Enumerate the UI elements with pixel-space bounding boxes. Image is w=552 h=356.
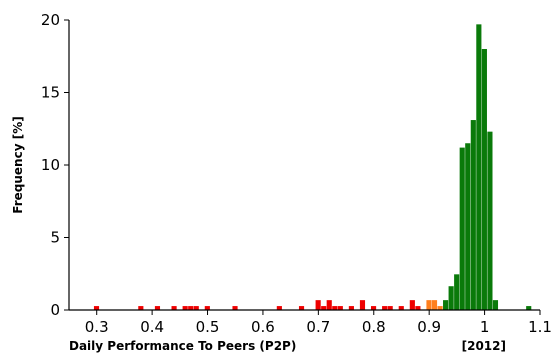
x-tick-label: 0.7 <box>306 318 330 336</box>
histogram-bar-red-8 <box>232 306 238 310</box>
x-tick-label: 0.6 <box>251 318 275 336</box>
x-tick-label: 0.8 <box>362 318 386 336</box>
histogram-bar-red-16 <box>348 306 354 310</box>
histogram-bar-red-15 <box>337 306 343 310</box>
histogram-bar-red-7 <box>204 306 210 310</box>
histogram-bar-red-0 <box>93 306 100 310</box>
histogram-bar-green-6 <box>476 24 482 310</box>
y-tick-label: 10 <box>41 156 60 174</box>
histogram-bar-green-10 <box>526 306 532 310</box>
histogram-bar-red-11 <box>315 300 321 310</box>
histogram-bar-red-17 <box>359 300 366 310</box>
histogram-bar-red-10 <box>298 306 305 310</box>
y-ticks-group: 0 5 10 15 20 <box>41 11 69 319</box>
histogram-bar-orange-1 <box>431 300 438 310</box>
y-tick-label: 15 <box>41 84 60 102</box>
histogram-bar-red-1 <box>138 306 144 310</box>
y-axis-title: Frequency [%] <box>11 116 25 213</box>
histogram-bar-red-3 <box>171 306 177 310</box>
x-tick-label: 0.3 <box>85 318 109 336</box>
histogram-bar-orange-0 <box>426 300 432 310</box>
year-label: [2012] <box>462 339 506 353</box>
histogram-bar-red-19 <box>382 306 388 310</box>
y-tick-label: 0 <box>50 301 60 319</box>
histogram-bar-red-23 <box>415 306 421 310</box>
histogram-bar-red-12 <box>321 306 327 310</box>
histogram-bar-red-22 <box>409 300 415 310</box>
histogram-bar-red-14 <box>332 306 338 310</box>
x-ticks-group: 0.3 0.4 0.5 0.6 0.7 0.8 0.9 1 1.1 <box>85 310 552 336</box>
x-tick-label: 0.4 <box>140 318 164 336</box>
histogram-bar-green-2 <box>454 274 460 310</box>
y-tick-label: 20 <box>41 11 60 29</box>
x-tick-label: 1 <box>480 318 490 336</box>
histogram-bar-red-9 <box>276 306 282 310</box>
histogram-bar-green-9 <box>492 300 499 310</box>
bars-group <box>93 24 532 310</box>
x-tick-label: 1.1 <box>528 318 552 336</box>
histogram-bar-green-1 <box>448 286 454 310</box>
histogram-bar-green-3 <box>459 147 465 310</box>
histogram-bar-green-4 <box>465 143 471 310</box>
x-tick-label: 0.9 <box>417 318 441 336</box>
histogram-bar-red-2 <box>154 306 161 310</box>
histogram-bar-green-8 <box>487 131 493 310</box>
histogram-bar-orange-2 <box>437 306 443 310</box>
histogram-bar-green-0 <box>443 300 449 310</box>
x-tick-label: 0.5 <box>196 318 220 336</box>
histogram-bar-red-20 <box>387 306 393 310</box>
histogram-bar-red-13 <box>326 300 332 310</box>
histogram-bar-green-5 <box>470 120 476 310</box>
histogram-bar-green-7 <box>481 49 487 310</box>
x-axis-title: Daily Performance To Peers (P2P) <box>69 339 296 353</box>
y-tick-label: 5 <box>50 229 60 247</box>
histogram-bar-red-4 <box>182 306 188 310</box>
histogram-bar-red-6 <box>193 306 199 310</box>
histogram-bar-red-5 <box>188 306 194 310</box>
histogram-bar-red-18 <box>370 306 377 310</box>
histogram-bar-red-21 <box>398 306 404 310</box>
